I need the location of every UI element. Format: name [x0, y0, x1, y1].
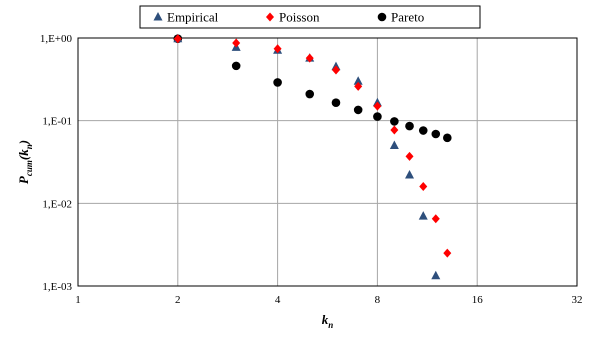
x-axis-title-base: k [322, 312, 329, 327]
legend-item-poisson: Poisson [266, 10, 320, 25]
data-point-pareto [231, 61, 241, 71]
data-point-pareto [390, 117, 399, 126]
legend: Empirical Poisson Pareto [139, 5, 481, 29]
data-point-pareto [331, 98, 341, 107]
data-point-pareto [405, 121, 414, 131]
plot-area [77, 37, 578, 287]
x-tick-label: 4 [275, 294, 281, 306]
data-point-poisson [405, 151, 414, 161]
data-point-empirical [389, 140, 399, 150]
series-poisson [173, 34, 452, 258]
y-axis-title-end: ) [16, 140, 31, 145]
y-axis-title-sub2: n [24, 144, 34, 149]
data-point-poisson [273, 44, 282, 54]
series-pareto [173, 34, 452, 143]
x-tick-label: 32 [572, 294, 583, 306]
data-series [173, 33, 452, 280]
data-point-pareto [443, 133, 452, 143]
legend-label: Pareto [391, 10, 424, 25]
legend-label: Empirical [167, 10, 219, 25]
data-point-empirical [405, 170, 415, 179]
data-point-poisson [232, 38, 241, 48]
data-point-poisson [305, 53, 314, 63]
y-axis-title-base: P [16, 175, 31, 184]
legend-label: Poisson [279, 10, 320, 25]
y-axis-title: Pcum(kn) [16, 140, 34, 184]
data-point-poisson [431, 214, 440, 224]
x-axis-title: kn [322, 312, 334, 330]
x-axis: 1 2 4 8 16 32 [75, 294, 582, 306]
legend-box [139, 5, 481, 29]
x-tick-label: 2 [175, 294, 181, 306]
y-tick-label: 1,E-02 [42, 198, 72, 210]
data-point-pareto [418, 126, 428, 135]
data-point-poisson [173, 34, 182, 44]
grid [78, 38, 577, 286]
x-axis-title-sub: n [328, 320, 333, 330]
y-tick-label: 1,E-03 [42, 281, 72, 293]
legend-marker-poisson [266, 12, 274, 22]
data-point-pareto [305, 89, 315, 99]
data-point-pareto [431, 129, 441, 139]
x-tick-label: 16 [472, 294, 484, 306]
data-point-poisson [419, 181, 428, 191]
data-point-poisson [331, 65, 340, 75]
data-point-empirical [418, 211, 428, 220]
legend-item-pareto: Pareto [377, 10, 424, 25]
data-point-empirical [431, 270, 441, 280]
data-point-pareto [273, 78, 282, 87]
legend-marker-empirical [153, 12, 163, 21]
series-empirical [173, 33, 441, 280]
y-tick-label: 1,E+00 [40, 33, 73, 45]
data-point-empirical [353, 76, 363, 85]
data-point-poisson [390, 125, 399, 135]
y-tick-label: 1,E-01 [42, 116, 72, 128]
y-axis-title-mid: (k [16, 149, 31, 160]
legend-item-empirical: Empirical [153, 10, 219, 25]
data-point-pareto [353, 105, 363, 115]
data-point-poisson [443, 248, 452, 258]
x-tick-label: 8 [375, 294, 381, 306]
x-tick-label: 1 [75, 294, 81, 306]
data-point-poisson [354, 81, 363, 91]
data-point-pareto [373, 112, 382, 121]
data-point-poisson [373, 101, 382, 111]
y-axis-title-sub1: cum [24, 160, 34, 176]
legend-marker-pareto [377, 12, 387, 22]
y-axis: 1,E+00 1,E-01 1,E-02 1,E-03 [40, 33, 73, 293]
